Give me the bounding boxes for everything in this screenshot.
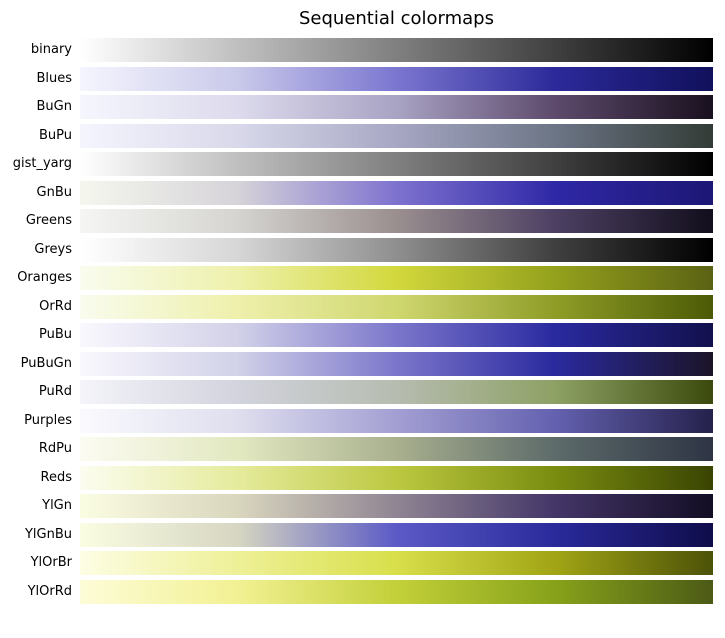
colormap-label: PuRd [38, 384, 72, 399]
colormap-gradient-bar [80, 323, 713, 347]
colormap-gradient-bar [80, 466, 713, 490]
colormap-gradient-bar [80, 409, 713, 433]
colormap-label: YlGn [42, 498, 72, 513]
colormap-gradient-bar [80, 380, 713, 404]
colormap-gradient-bar [80, 181, 713, 205]
colormap-label: GnBu [36, 185, 72, 200]
colormap-label: Blues [36, 71, 72, 86]
colormap-gradient-bar [80, 266, 713, 290]
colormap-label: gist_yarg [12, 156, 72, 171]
colormap-label: BuPu [38, 128, 72, 143]
colormap-gradient-bar [80, 152, 713, 176]
colormap-label: OrRd [39, 299, 72, 314]
colormap-label: binary [30, 42, 72, 57]
colormap-gradient-bar [80, 352, 713, 376]
colormap-label: PuBuGn [20, 356, 72, 371]
colormap-label: Purples [24, 413, 72, 428]
colormap-gradient-bar [80, 67, 713, 91]
colormap-gradient-bar [80, 209, 713, 233]
colormap-gradient-bar [80, 523, 713, 547]
colormap-label: RdPu [38, 441, 72, 456]
colormap-label: PuBu [38, 327, 72, 342]
colormap-gradient-bar [80, 437, 713, 461]
colormap-label: YlGnBu [24, 527, 72, 542]
colormap-gradient-bar [80, 124, 713, 148]
colormap-gradient-bar [80, 95, 713, 119]
colormap-gradient-bar [80, 494, 713, 518]
colormap-gradient-bar [80, 38, 713, 62]
colormap-label: YlOrBr [30, 555, 72, 570]
colormap-gradient-bar [80, 238, 713, 262]
colormap-label: YlOrRd [27, 584, 72, 599]
colormap-gradient-bar [80, 551, 713, 575]
figure-title: Sequential colormaps [298, 8, 494, 29]
colormap-label: Reds [40, 470, 72, 485]
colormap-gradient-bar [80, 295, 713, 319]
colormap-label: BuGn [36, 99, 72, 114]
colormap-label: Greens [25, 213, 72, 228]
colormap-label: Oranges [17, 270, 72, 285]
colormap-gradient-bar [80, 580, 713, 604]
colormap-label: Greys [34, 242, 72, 257]
